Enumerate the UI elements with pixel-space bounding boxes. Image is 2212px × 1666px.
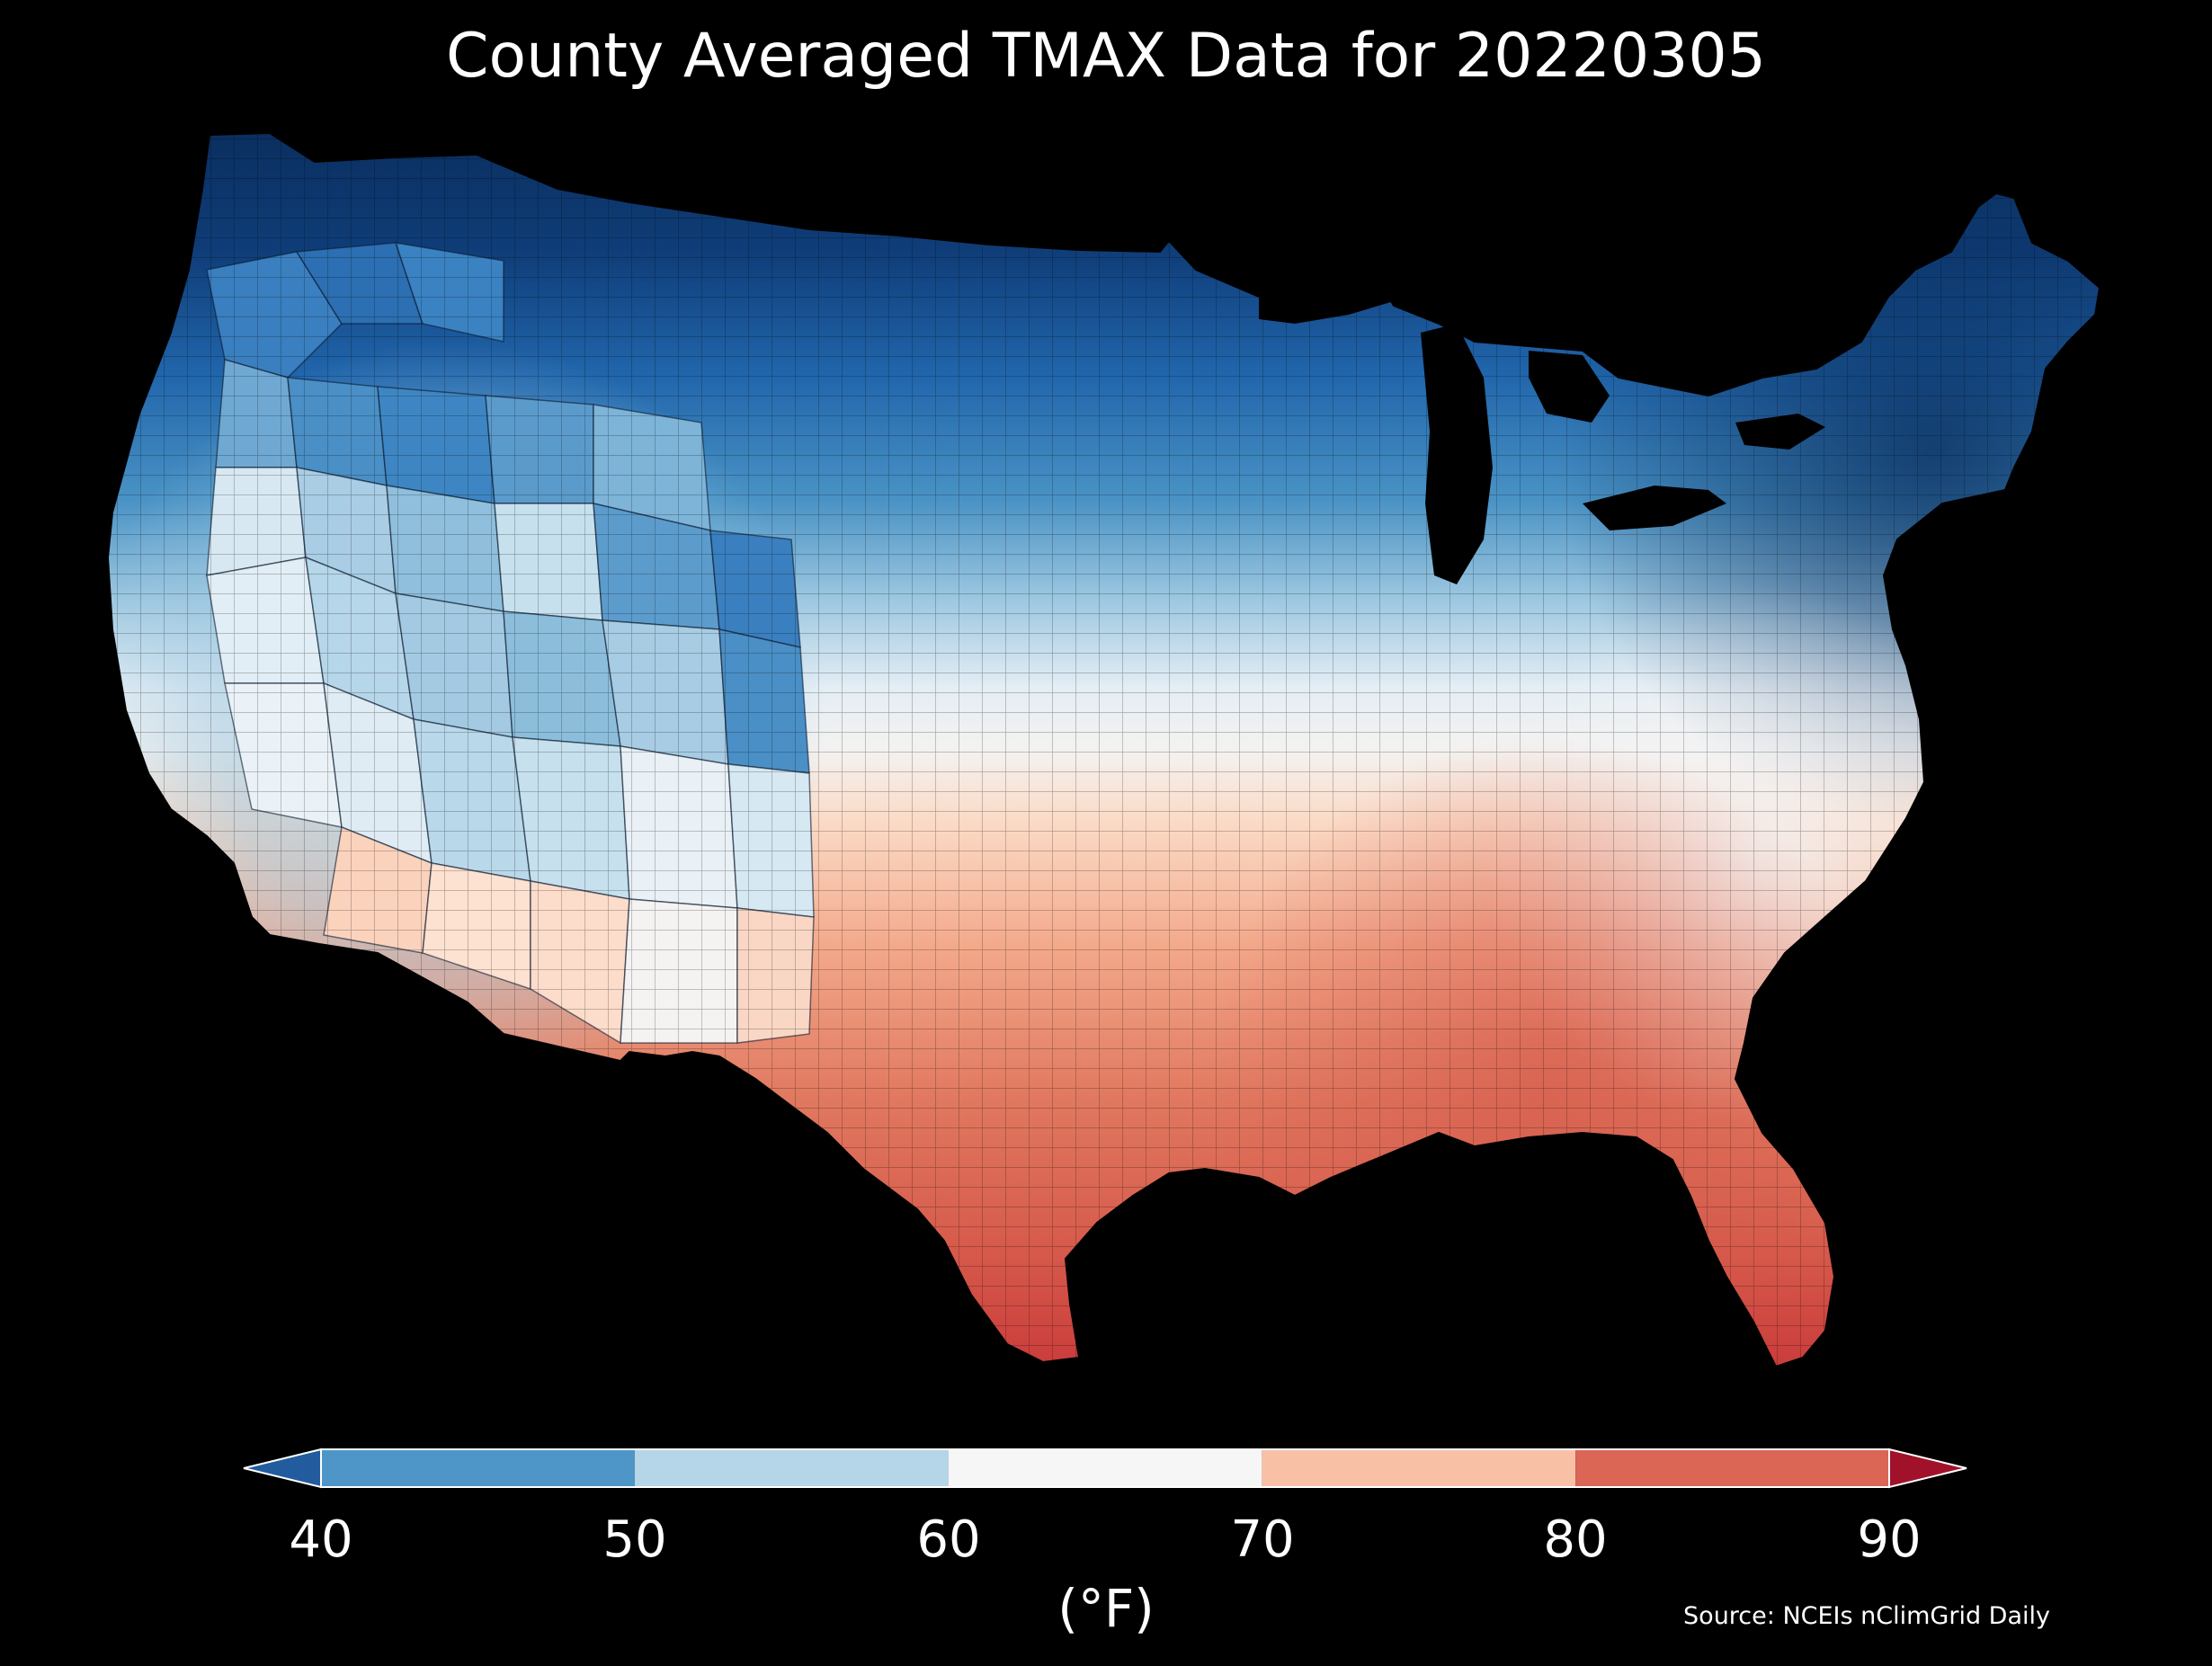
- map-title: County Averaged TMAX Data for 20220305: [446, 21, 1766, 92]
- colorbar-frame: [320, 1448, 1890, 1488]
- colorbar: [243, 1448, 1967, 1489]
- colorbar-tick-80: 80: [1543, 1510, 1608, 1569]
- colorbar-over-arrow: [1888, 1448, 1967, 1489]
- colorbar-under-arrow: [243, 1448, 322, 1489]
- colorbar-bin-70-80: [1262, 1449, 1576, 1487]
- us-land: [108, 133, 2100, 1367]
- colorbar-tick-50: 50: [602, 1510, 667, 1569]
- colorbar-tick-40: 40: [289, 1510, 353, 1569]
- colorbar-bin-60-70: [948, 1449, 1262, 1487]
- colorbar-bin-50-60: [634, 1449, 949, 1487]
- colorbar-bin-40-50: [321, 1449, 635, 1487]
- great-lakes: [1259, 274, 1825, 584]
- colorbar-tick-60: 60: [916, 1510, 981, 1569]
- source-note: Source: NCEIs nClimGrid Daily: [1683, 1602, 2050, 1630]
- colorbar-bin-80-90: [1575, 1449, 1889, 1487]
- colorbar-tick-90: 90: [1857, 1510, 1922, 1569]
- colorbar-tick-70: 70: [1230, 1510, 1295, 1569]
- colorbar-bins: [321, 1449, 1889, 1487]
- colorbar-unit-label: (°F): [1057, 1578, 1155, 1639]
